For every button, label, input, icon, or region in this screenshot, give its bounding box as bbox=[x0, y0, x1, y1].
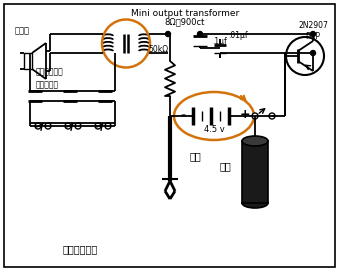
Text: 手柄: 手柄 bbox=[219, 161, 231, 171]
Text: 同步仪电路图: 同步仪电路图 bbox=[62, 244, 98, 254]
Circle shape bbox=[35, 123, 41, 129]
Circle shape bbox=[286, 37, 324, 75]
Circle shape bbox=[252, 113, 258, 119]
Circle shape bbox=[75, 123, 81, 129]
Circle shape bbox=[269, 113, 275, 119]
Text: +: + bbox=[240, 108, 250, 121]
Text: 类似开放电容
的检验平台: 类似开放电容 的检验平台 bbox=[36, 67, 64, 89]
Ellipse shape bbox=[242, 198, 268, 208]
Text: -: - bbox=[180, 108, 185, 121]
Text: 扯声器: 扯声器 bbox=[15, 27, 29, 36]
Circle shape bbox=[311, 31, 316, 37]
Text: 50kΩ: 50kΩ bbox=[148, 44, 168, 53]
Circle shape bbox=[45, 123, 51, 129]
Circle shape bbox=[65, 123, 71, 129]
Text: Mini output transformer: Mini output transformer bbox=[131, 9, 239, 18]
Text: 2N2907
PNP: 2N2907 PNP bbox=[298, 21, 328, 41]
Text: .1μf: .1μf bbox=[212, 37, 227, 46]
Circle shape bbox=[311, 50, 316, 56]
Ellipse shape bbox=[242, 136, 268, 146]
Circle shape bbox=[105, 123, 111, 129]
Text: 4.5 v: 4.5 v bbox=[204, 125, 224, 134]
Circle shape bbox=[95, 123, 101, 129]
Bar bbox=[24, 53, 32, 69]
Bar bbox=[242, 141, 268, 203]
Text: 电极: 电极 bbox=[189, 151, 201, 161]
Circle shape bbox=[198, 31, 202, 37]
Text: .01μf: .01μf bbox=[228, 31, 247, 40]
Circle shape bbox=[165, 31, 171, 37]
Text: 8Ω：900ct: 8Ω：900ct bbox=[165, 18, 205, 27]
